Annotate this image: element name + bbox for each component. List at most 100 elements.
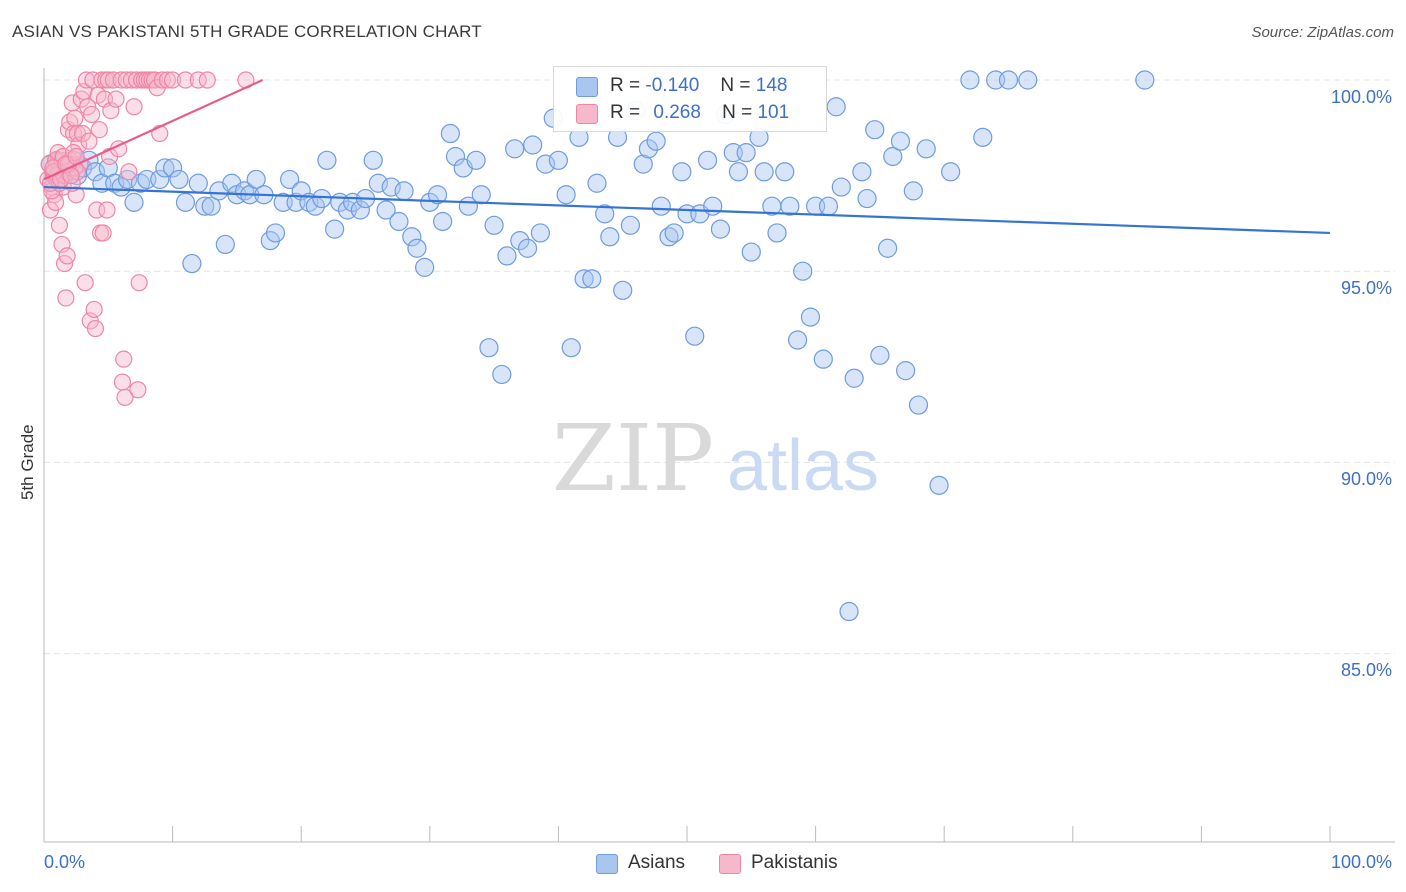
data-point — [556, 185, 576, 205]
data-point — [440, 123, 460, 144]
data-point — [376, 200, 396, 220]
data-point — [582, 269, 602, 289]
pakistanis-r-value: 0.268 — [653, 102, 701, 123]
x-tick-label: 100.0% — [1330, 852, 1392, 872]
data-point — [312, 188, 332, 209]
data-point — [389, 211, 409, 232]
watermark-atlas: atlas — [727, 426, 879, 506]
data-point — [878, 238, 898, 258]
data-point — [82, 105, 101, 124]
data-point — [433, 211, 453, 232]
data-point — [883, 146, 903, 167]
data-point — [427, 185, 448, 205]
data-point — [407, 238, 427, 258]
data-point — [58, 247, 76, 265]
data-point — [896, 361, 916, 381]
data-point — [613, 280, 633, 300]
data-point — [246, 169, 266, 190]
data-point — [169, 169, 189, 190]
data-point — [85, 162, 106, 182]
data-point — [116, 388, 134, 406]
data-point — [125, 98, 143, 116]
data-point — [998, 70, 1019, 90]
asians-r-value: -0.140 — [645, 75, 700, 96]
data-point — [633, 154, 653, 174]
asians-legend-swatch — [596, 854, 618, 874]
data-point — [664, 223, 684, 243]
data-point — [198, 71, 216, 89]
y-tick-label: 95.0% — [1340, 278, 1392, 298]
axes — [43, 68, 1395, 843]
data-point — [471, 185, 491, 205]
correlation-legend: R = -0.140 N = 148 R = 0.268 N = 101 — [553, 66, 827, 132]
data-point — [754, 162, 774, 182]
data-point — [844, 368, 864, 388]
data-point — [672, 162, 692, 182]
data-point — [651, 196, 671, 216]
data-point — [574, 269, 594, 289]
data-point — [66, 109, 84, 127]
asians-trend-line — [43, 185, 1331, 235]
data-point — [510, 231, 530, 251]
data-point — [497, 246, 517, 266]
data-point — [659, 227, 679, 247]
data-point — [595, 204, 615, 224]
data-point — [445, 146, 466, 167]
data-point — [492, 364, 512, 385]
bottom-legend-asians: Asians — [596, 852, 685, 874]
data-point — [189, 71, 207, 89]
data-point — [130, 274, 148, 292]
bottom-legend-pakistanis: Pakistanis — [719, 852, 838, 874]
data-point — [368, 173, 388, 193]
data-point — [415, 257, 435, 277]
data-point — [363, 150, 383, 170]
data-point — [50, 216, 69, 234]
asians-swatch — [576, 77, 598, 97]
data-point — [800, 307, 821, 327]
data-point — [908, 395, 929, 415]
trend-lines — [43, 78, 1331, 235]
data-point — [120, 163, 138, 181]
y-axis-title: 5th Grade — [18, 424, 37, 500]
data-point — [394, 181, 414, 201]
grid-lines — [44, 79, 1395, 655]
y-tick-label: 100.0% — [1330, 87, 1392, 107]
data-point — [741, 242, 761, 262]
data-point — [350, 200, 370, 220]
asians-n-value: 148 — [755, 75, 788, 96]
legend-row-asians: R = -0.140 N = 148 — [554, 74, 826, 100]
asians-legend-label: Asians — [628, 852, 686, 873]
data-point — [960, 70, 980, 90]
data-point — [736, 143, 756, 163]
y-tick-label: 85.0% — [1340, 660, 1392, 680]
chart-title: ASIAN VS PAKISTANI 5TH GRADE CORRELATION… — [12, 22, 482, 41]
data-point — [1135, 70, 1155, 90]
data-point — [57, 289, 75, 307]
data-point — [182, 253, 202, 274]
data-point — [129, 381, 147, 399]
data-point — [215, 234, 235, 255]
data-point — [80, 132, 98, 150]
x-tick-label: 0.0% — [44, 852, 86, 872]
data-point — [929, 475, 949, 495]
pakistanis-legend-label: Pakistanis — [751, 852, 838, 873]
data-point — [158, 71, 177, 89]
asians-r-label: R = — [610, 75, 641, 96]
data-point — [697, 150, 718, 170]
data-point — [839, 601, 859, 622]
data-point — [505, 139, 525, 159]
legend-row-pakistanis: R = 0.268 N = 101 — [554, 101, 826, 127]
data-point — [124, 192, 144, 212]
data-point — [107, 90, 125, 108]
data-point — [111, 177, 131, 197]
data-point — [164, 71, 182, 89]
data-point — [188, 173, 208, 193]
pakistanis-n-label: N = — [722, 102, 753, 123]
data-point — [826, 97, 846, 117]
data-point — [420, 192, 440, 212]
data-point — [76, 274, 94, 292]
data-point — [484, 215, 504, 235]
data-point — [175, 192, 196, 212]
watermark: ZIP atlas — [552, 405, 879, 512]
